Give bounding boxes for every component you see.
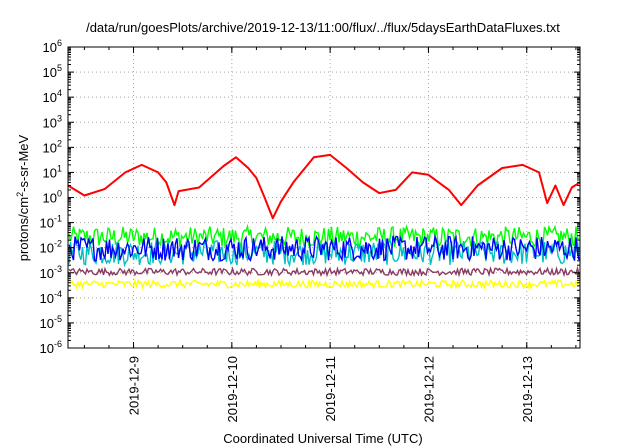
- x-tick-label: 2019-12-11: [323, 356, 338, 422]
- y-tick-label: 104: [43, 88, 62, 105]
- x-tick-label: 2019-12-13: [520, 356, 535, 423]
- y-tick-label: 100: [43, 189, 62, 206]
- x-tick-label: 2019-12-12: [421, 356, 436, 423]
- y-tick-label: 10-6: [40, 339, 62, 356]
- series-line-red: [67, 153, 581, 220]
- y-tick-label: 102: [43, 138, 62, 155]
- x-tick-labels: 2019-12-9 2019-12-10 2019-12-11 2019-12-12 2…: [127, 356, 535, 423]
- series-line-yellow: [68, 277, 580, 291]
- y-tick-label: 10-4: [40, 289, 62, 306]
- x-axis-label: Coordinated Universal Time (UTC): [223, 431, 422, 446]
- y-tick-label: 10-1: [40, 214, 62, 231]
- y-tick-label: 10-5: [40, 314, 62, 331]
- series-line-green: [68, 223, 580, 251]
- series-line-purple: [68, 265, 580, 278]
- chart-title: /data/run/goesPlots/archive/2019-12-13/1…: [86, 20, 560, 35]
- y-tick-label: 10-3: [40, 264, 62, 281]
- y-tick-label: 105: [43, 63, 62, 80]
- y-tick-labels: 10-6 10-5 10-4 10-3 10-2 10-1 100 101 102 103 104 1…: [40, 38, 62, 356]
- x-tick-label: 2019-12-10: [225, 356, 240, 423]
- series-layer: [67, 153, 581, 291]
- y-tick-label: 103: [43, 113, 62, 130]
- x-tick-label: 2019-12-9: [127, 356, 142, 415]
- ticks: [68, 46, 580, 349]
- y-tick-label: 106: [43, 38, 62, 55]
- grid: [68, 47, 580, 348]
- y-axis-label: protons/cm2-s-sr-MeV: [15, 134, 31, 261]
- y-tick-label: 101: [43, 163, 62, 180]
- y-tick-label: 10-2: [40, 239, 62, 256]
- series-line-blue: [68, 233, 580, 263]
